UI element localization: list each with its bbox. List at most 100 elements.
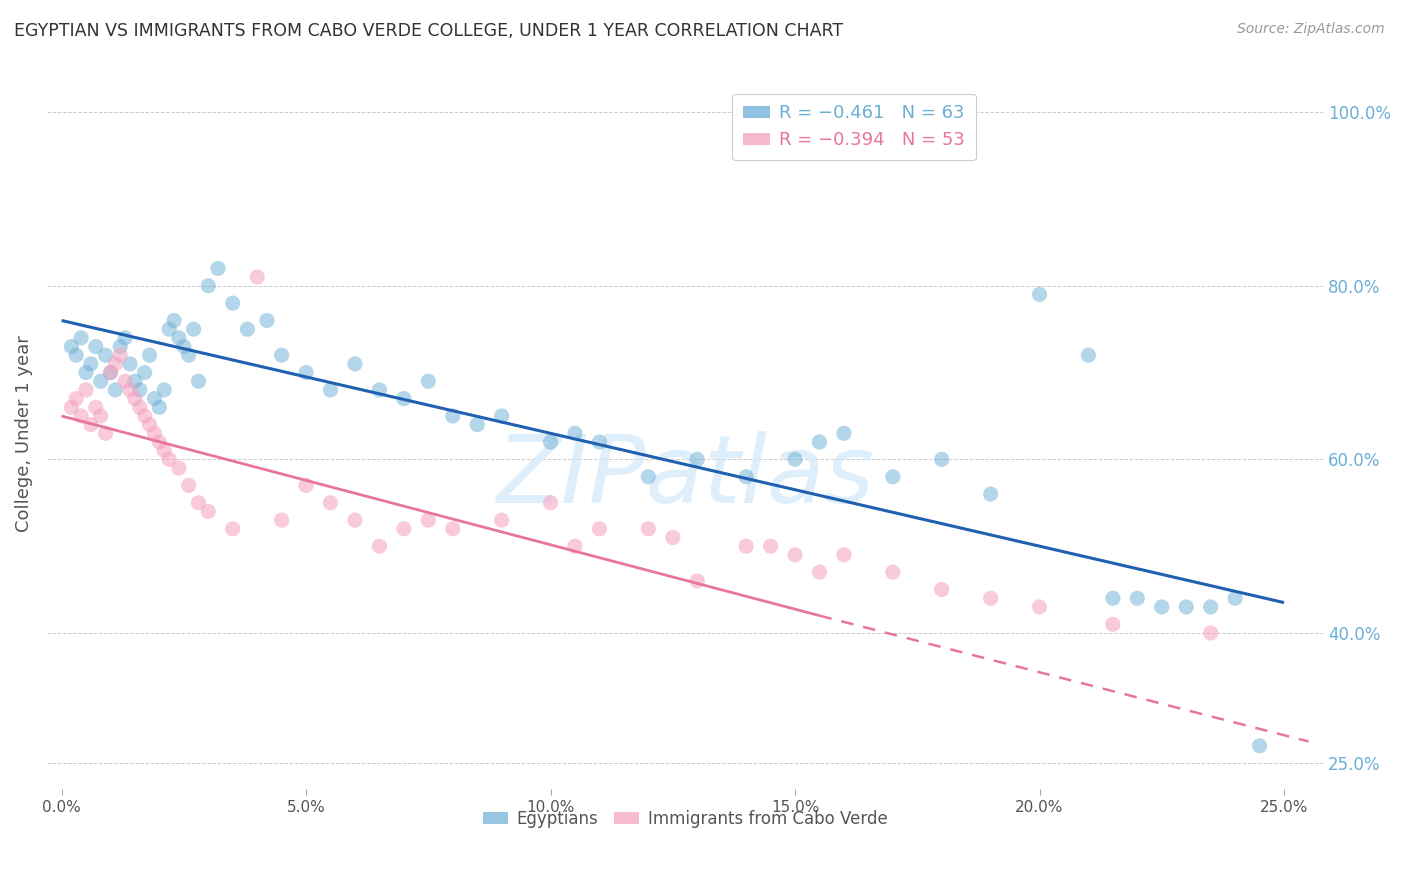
Point bbox=[808, 565, 831, 579]
Point bbox=[134, 409, 156, 423]
Point bbox=[236, 322, 259, 336]
Point bbox=[1175, 599, 1198, 614]
Point bbox=[124, 374, 146, 388]
Text: Source: ZipAtlas.com: Source: ZipAtlas.com bbox=[1237, 22, 1385, 37]
Point bbox=[222, 522, 245, 536]
Point bbox=[197, 278, 219, 293]
Point bbox=[540, 496, 562, 510]
Point bbox=[118, 357, 141, 371]
Point bbox=[70, 331, 93, 345]
Point bbox=[153, 383, 176, 397]
Point bbox=[100, 366, 122, 380]
Point bbox=[80, 417, 103, 432]
Point bbox=[148, 435, 170, 450]
Point bbox=[75, 366, 97, 380]
Point bbox=[163, 313, 186, 327]
Legend: Egyptians, Immigrants from Cabo Verde: Egyptians, Immigrants from Cabo Verde bbox=[475, 803, 894, 834]
Point bbox=[465, 417, 488, 432]
Point bbox=[1126, 591, 1149, 606]
Point bbox=[270, 348, 292, 362]
Point bbox=[124, 392, 146, 406]
Point bbox=[157, 322, 180, 336]
Point bbox=[392, 392, 415, 406]
Point bbox=[70, 409, 93, 423]
Point bbox=[94, 426, 117, 441]
Point bbox=[491, 409, 513, 423]
Text: ZIPatlas: ZIPatlas bbox=[496, 431, 875, 522]
Point bbox=[84, 401, 107, 415]
Text: EGYPTIAN VS IMMIGRANTS FROM CABO VERDE COLLEGE, UNDER 1 YEAR CORRELATION CHART: EGYPTIAN VS IMMIGRANTS FROM CABO VERDE C… bbox=[14, 22, 844, 40]
Point bbox=[90, 374, 112, 388]
Point bbox=[783, 548, 806, 562]
Point bbox=[104, 357, 127, 371]
Point bbox=[832, 426, 855, 441]
Point bbox=[735, 469, 758, 483]
Point bbox=[441, 522, 464, 536]
Point bbox=[441, 409, 464, 423]
Point bbox=[177, 348, 200, 362]
Point bbox=[319, 496, 342, 510]
Point bbox=[1102, 591, 1125, 606]
Point bbox=[270, 513, 292, 527]
Point bbox=[114, 331, 136, 345]
Point bbox=[343, 357, 366, 371]
Point bbox=[110, 348, 132, 362]
Point bbox=[759, 539, 782, 553]
Point bbox=[1150, 599, 1173, 614]
Point bbox=[343, 513, 366, 527]
Point bbox=[148, 401, 170, 415]
Point bbox=[540, 435, 562, 450]
Point bbox=[128, 383, 150, 397]
Point bbox=[931, 452, 953, 467]
Point bbox=[491, 513, 513, 527]
Point bbox=[368, 383, 391, 397]
Point bbox=[118, 383, 141, 397]
Point bbox=[138, 417, 160, 432]
Point bbox=[167, 331, 190, 345]
Point bbox=[104, 383, 127, 397]
Point bbox=[128, 401, 150, 415]
Point bbox=[564, 539, 586, 553]
Point bbox=[187, 374, 209, 388]
Point bbox=[114, 374, 136, 388]
Point bbox=[143, 426, 166, 441]
Point bbox=[319, 383, 342, 397]
Point bbox=[1199, 599, 1222, 614]
Point bbox=[222, 296, 245, 310]
Point bbox=[167, 461, 190, 475]
Point bbox=[75, 383, 97, 397]
Point bbox=[187, 496, 209, 510]
Point bbox=[588, 435, 610, 450]
Point bbox=[1028, 287, 1050, 301]
Point bbox=[256, 313, 278, 327]
Point bbox=[418, 513, 440, 527]
Point bbox=[418, 374, 440, 388]
Point bbox=[808, 435, 831, 450]
Point bbox=[207, 261, 229, 276]
Point bbox=[60, 401, 83, 415]
Point bbox=[65, 392, 87, 406]
Point bbox=[662, 531, 685, 545]
Point bbox=[157, 452, 180, 467]
Point bbox=[100, 366, 122, 380]
Point bbox=[295, 366, 318, 380]
Point bbox=[1102, 617, 1125, 632]
Point bbox=[60, 339, 83, 353]
Point bbox=[110, 339, 132, 353]
Point bbox=[832, 548, 855, 562]
Point bbox=[197, 504, 219, 518]
Point bbox=[84, 339, 107, 353]
Point bbox=[735, 539, 758, 553]
Point bbox=[173, 339, 195, 353]
Point bbox=[65, 348, 87, 362]
Point bbox=[1077, 348, 1099, 362]
Point bbox=[143, 392, 166, 406]
Point bbox=[246, 270, 269, 285]
Point bbox=[588, 522, 610, 536]
Point bbox=[637, 522, 659, 536]
Point bbox=[980, 591, 1002, 606]
Point bbox=[980, 487, 1002, 501]
Point bbox=[1249, 739, 1271, 753]
Point bbox=[686, 452, 709, 467]
Point bbox=[882, 565, 904, 579]
